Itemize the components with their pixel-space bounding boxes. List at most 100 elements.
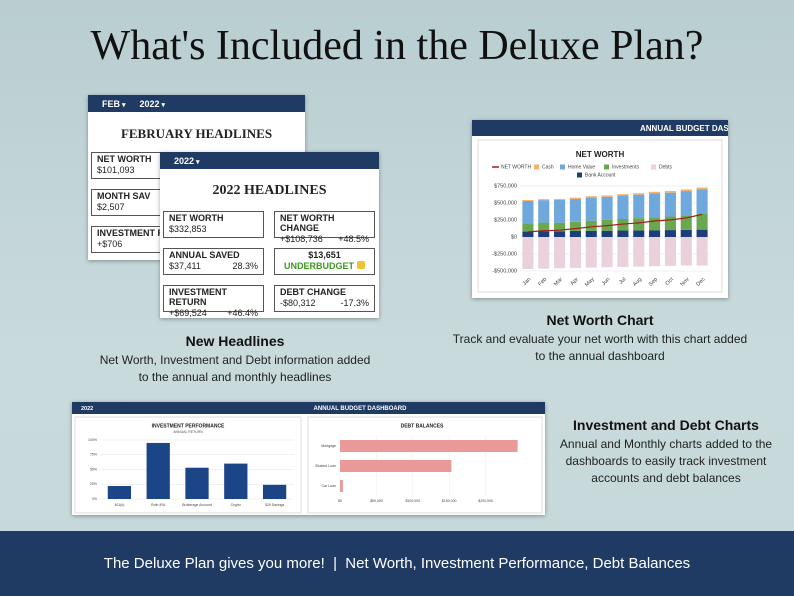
bar-segment xyxy=(522,237,534,269)
x-tick-label: Mar xyxy=(553,276,564,287)
x-tick-label: Oct xyxy=(665,276,676,287)
tile-value: -17.3% xyxy=(340,298,369,308)
tile-label: INVESTMENT RE xyxy=(97,228,171,238)
bar-segment xyxy=(585,220,597,231)
feature-text: Net Worth, Investment and Debt informati… xyxy=(99,353,371,384)
bar-segment xyxy=(617,218,629,231)
bar-segment xyxy=(649,191,661,194)
tile-value: $332,853 xyxy=(169,224,207,234)
bar-segment xyxy=(522,199,534,201)
x-tick-label: Crypto xyxy=(231,503,241,507)
feature-text: Track and evaluate your net worth with t… xyxy=(452,332,748,363)
x-tick-label: Dec xyxy=(695,276,706,287)
legend-swatch xyxy=(651,164,656,170)
header-bar xyxy=(472,120,728,136)
bar-segment xyxy=(649,193,661,218)
headline-tile: INVESTMENT RETURN +$69,524 +46.4% xyxy=(163,285,264,318)
x-tick-label: Sep xyxy=(648,277,659,288)
y-tick-label: 50% xyxy=(90,467,97,471)
bar-segment xyxy=(569,237,581,268)
tile-value: 28.3% xyxy=(232,261,258,271)
bar-segment xyxy=(680,237,692,266)
chart-title: DEBT BALANCES xyxy=(401,423,444,429)
x-tick-label: $200,000 xyxy=(478,499,493,503)
bar-segment xyxy=(601,230,613,237)
x-tick-label: Nov xyxy=(680,276,691,287)
bar-segment xyxy=(554,222,566,232)
bar-segment xyxy=(664,230,676,237)
x-tick-label: 401(k) xyxy=(114,503,124,507)
tile-label: MONTH SAV xyxy=(97,191,151,201)
bar-segment xyxy=(664,237,676,266)
bar-segment xyxy=(538,231,550,237)
x-tick-label: Jan xyxy=(522,277,533,288)
tile-label: NET WORTH xyxy=(169,213,224,223)
bar xyxy=(224,463,248,499)
x-tick-label: Aug xyxy=(632,277,643,288)
bar-segment xyxy=(680,215,692,230)
headline-tile: NET WORTH $332,853 xyxy=(163,211,264,238)
tile-values: -$80,312 -17.3% xyxy=(280,298,369,308)
bar xyxy=(340,460,452,472)
y-tick-label: 100% xyxy=(88,438,97,442)
bar-segment xyxy=(633,193,645,195)
y-tick-label: 75% xyxy=(90,453,97,457)
tile-values: $37,411 28.3% xyxy=(169,261,258,271)
legend-label: Debts xyxy=(659,164,673,170)
x-tick-label: May xyxy=(584,276,596,288)
bar-segment xyxy=(664,216,676,231)
bar-segment xyxy=(696,187,708,190)
bar xyxy=(340,440,518,452)
bar-segment xyxy=(554,198,566,200)
bar xyxy=(262,484,287,499)
tile-values: +$108,736 +48.5% xyxy=(280,234,369,244)
heading: 2022 HEADLINES xyxy=(212,183,327,198)
feature: Investment and Debt Charts Annual and Mon… xyxy=(558,417,774,487)
header-text: ANNUAL BUDGET DASHBOARD xyxy=(640,124,728,133)
legend-swatch xyxy=(560,164,565,170)
x-tick-label: $50,000 xyxy=(370,499,383,503)
tile-label: INVESTMENT RETURN xyxy=(169,287,228,307)
bar-segment xyxy=(664,190,676,193)
feature: Net Worth Chart Track and evaluate your n… xyxy=(450,312,750,365)
bar-segment xyxy=(601,196,613,220)
bar-segment xyxy=(569,231,581,237)
headline-tile: DEBT CHANGE -$80,312 -17.3% xyxy=(274,285,375,312)
bar-segment xyxy=(696,189,708,214)
bar xyxy=(107,486,132,499)
bar-segment xyxy=(554,231,566,237)
bar-segment xyxy=(554,199,566,223)
bar-segment xyxy=(633,218,645,231)
headline-tile: $13,651 UNDERBUDGET xyxy=(274,248,375,275)
tile-value: +$108,736 xyxy=(280,234,323,244)
bar-segment xyxy=(585,197,597,221)
month-select: FEB xyxy=(102,99,125,109)
tile-label: ANNUAL SAVED xyxy=(169,250,240,260)
legend-swatch xyxy=(534,164,539,170)
bar-segment xyxy=(680,189,692,192)
tile-label: $13,651 xyxy=(308,250,341,260)
tile-value: +$706 xyxy=(97,239,123,249)
bar-segment xyxy=(617,194,629,196)
tile-label: NET WORTH xyxy=(97,154,152,164)
tile-value: $37,411 xyxy=(169,261,201,271)
bar-segment xyxy=(522,200,534,224)
legend-label: Home Value xyxy=(568,164,595,170)
tile-value: $2,507 xyxy=(97,202,125,212)
feature-heading: New Headlines xyxy=(185,333,285,349)
tile-value: +46.4% xyxy=(227,308,258,318)
bar-segment xyxy=(617,230,629,237)
bar-segment xyxy=(569,197,581,200)
bar-segment xyxy=(696,237,708,266)
chart-title: INVESTMENT PERFORMANCE xyxy=(152,423,225,429)
bar-segment xyxy=(585,230,597,237)
chart-title: NET WORTH xyxy=(576,150,625,159)
card-header: FEB 2022 xyxy=(88,95,305,112)
bar-segment xyxy=(696,213,708,230)
tile-label: NET WORTH CHANGE xyxy=(280,213,335,233)
bar-segment xyxy=(633,237,645,267)
legend-label: NET WORTH xyxy=(501,164,531,170)
heading: FEBRUARY HEADLINES xyxy=(120,126,273,141)
bar-segment xyxy=(649,237,661,267)
